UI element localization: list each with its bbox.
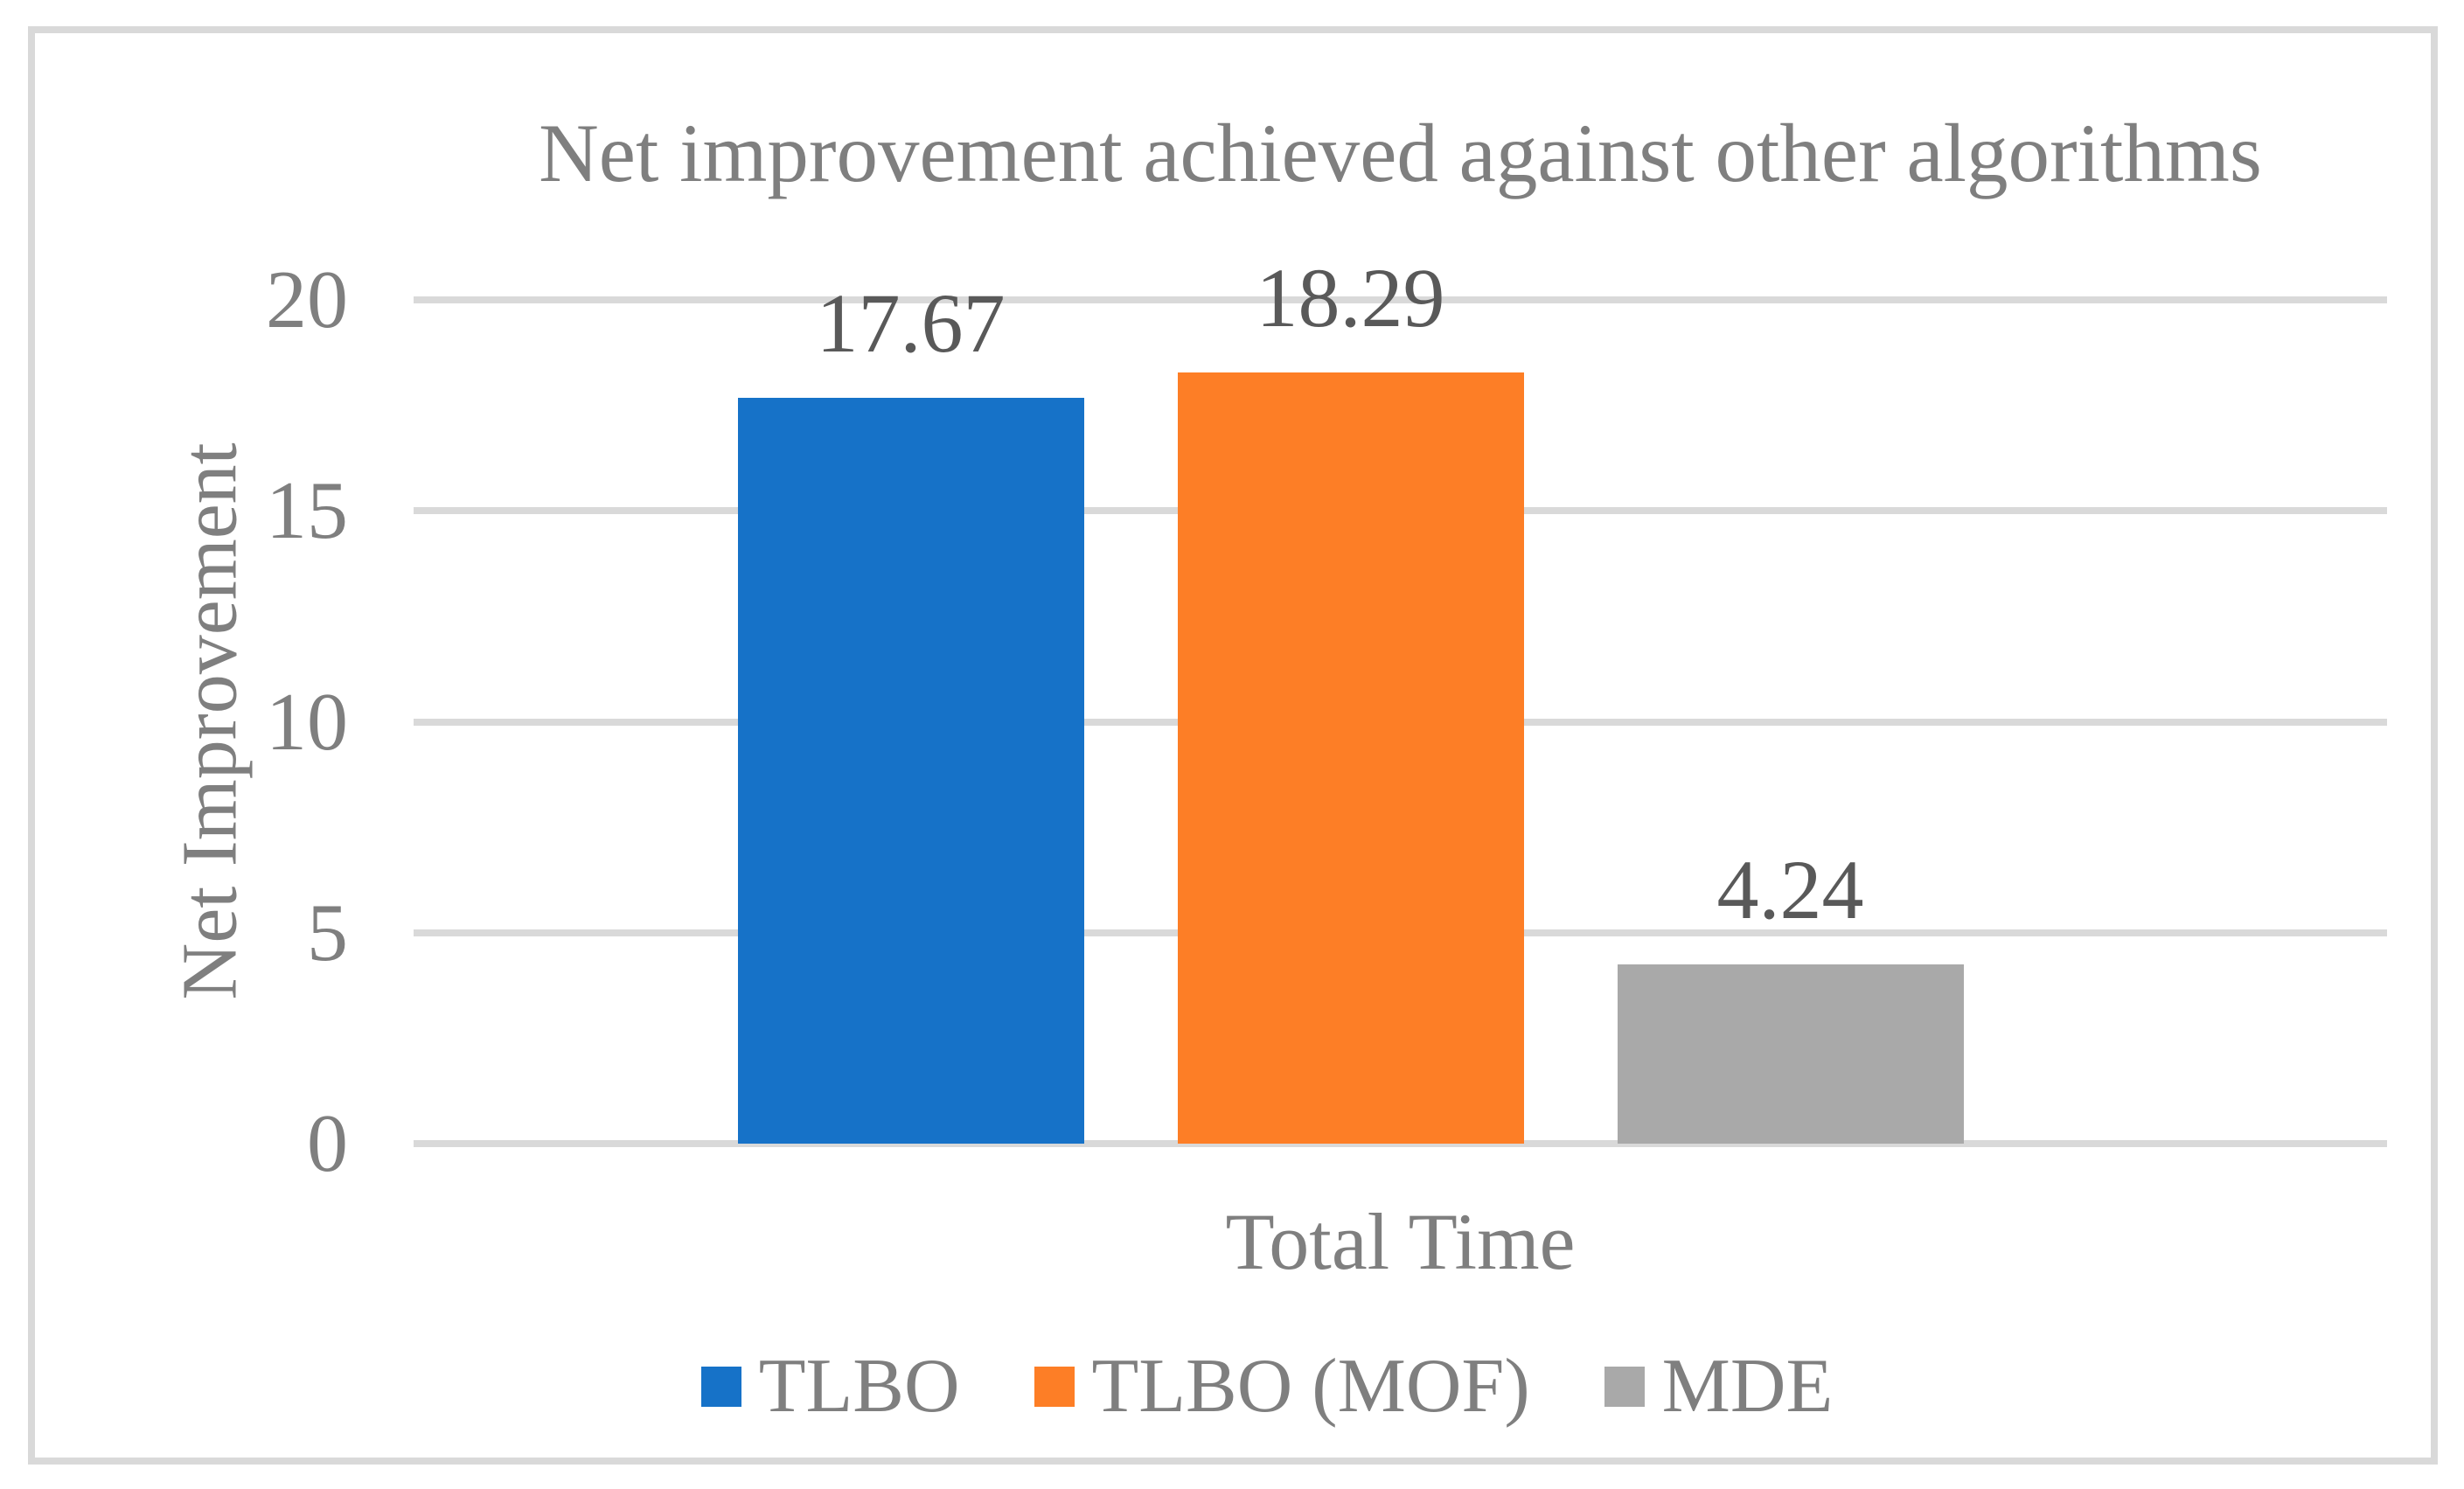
chart-frame: Net improvement achieved against other a… [28,26,2438,1465]
plot-area: 17.67 18.29 4.24 [414,255,2387,1147]
legend-label-tlbo: TLBO [758,1344,960,1429]
y-tick-label-0: 0 [307,1098,348,1189]
bar-tlbo-mof [1177,372,1524,1144]
data-label-mde: 4.24 [1716,843,1864,937]
legend-swatch-tlbo-mof [1034,1367,1075,1407]
legend-item-mde: MDE [1604,1344,1834,1429]
data-label-tlbo-mof: 18.29 [1256,250,1445,344]
bar-mde [1617,964,1964,1144]
y-tick-label-5: 5 [307,887,348,978]
legend-item-tlbo-mof: TLBO (MOF) [1034,1348,1530,1425]
legend-item-tlbo: TLBO [700,1344,960,1429]
legend-label-mde: MDE [1661,1344,1834,1429]
chart-title: Net improvement achieved against other a… [539,107,2262,199]
legend-swatch-mde [1604,1367,1645,1407]
legend-label-tlbo-mof: TLBO (MOF) [1091,1344,1530,1429]
bar-tlbo [737,398,1084,1144]
legend: TLBO TLBO (MOF) MDE [35,1345,2464,1429]
y-tick-label-10: 10 [266,676,348,768]
y-tick-label-15: 15 [266,465,348,557]
y-tick-label-20: 20 [266,254,348,345]
gridline-y-0 [414,1140,2387,1147]
legend-swatch-tlbo [700,1367,741,1407]
data-label-tlbo: 17.67 [816,276,1006,371]
x-category-label: Total Time [1225,1197,1576,1286]
gridline-y-20 [414,296,2387,303]
